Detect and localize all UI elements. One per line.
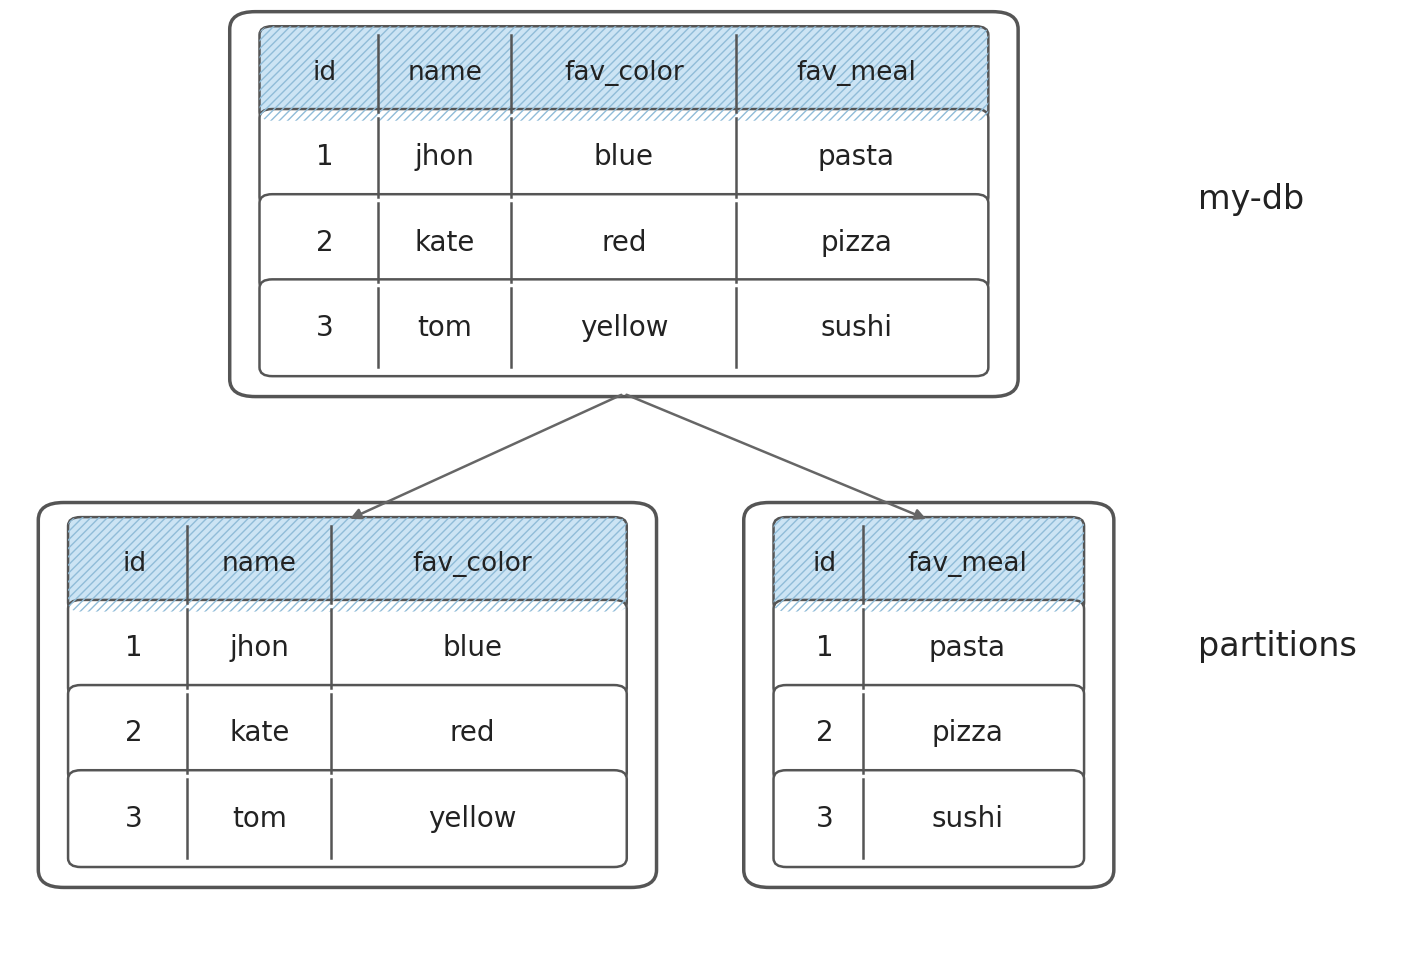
FancyBboxPatch shape [259,26,988,121]
FancyBboxPatch shape [38,503,657,887]
Text: 1: 1 [316,144,333,171]
Text: pizza: pizza [932,719,1003,747]
Text: name: name [223,551,296,577]
FancyBboxPatch shape [774,685,1083,781]
FancyBboxPatch shape [259,279,988,376]
FancyBboxPatch shape [68,517,627,611]
Text: kate: kate [230,719,289,747]
Text: id: id [313,60,337,87]
FancyBboxPatch shape [774,517,1083,611]
Text: pizza: pizza [820,228,892,257]
Text: sushi: sushi [820,314,892,342]
Text: partitions: partitions [1198,630,1357,663]
Text: name: name [407,60,482,87]
Text: fav_color: fav_color [564,60,683,87]
Text: id: id [813,551,837,577]
FancyBboxPatch shape [259,109,988,206]
Text: pasta: pasta [818,144,895,171]
Text: blue: blue [594,144,654,171]
FancyBboxPatch shape [68,685,627,781]
FancyBboxPatch shape [774,600,1083,697]
Text: kate: kate [414,228,475,257]
Text: jhon: jhon [414,144,475,171]
Text: jhon: jhon [230,635,289,662]
Text: 2: 2 [125,719,143,747]
Text: blue: blue [442,635,503,662]
FancyBboxPatch shape [259,194,988,291]
Text: yellow: yellow [580,314,668,342]
Text: my-db: my-db [1198,183,1305,216]
Text: red: red [601,228,647,257]
Text: red: red [450,719,495,747]
Text: 2: 2 [815,719,834,747]
Text: 3: 3 [815,805,834,833]
FancyBboxPatch shape [774,770,1083,867]
Text: id: id [122,551,146,577]
FancyBboxPatch shape [230,12,1018,397]
Text: pasta: pasta [929,635,1005,662]
Text: fav_color: fav_color [413,551,533,577]
Text: 2: 2 [316,228,333,257]
Text: sushi: sushi [932,805,1004,833]
Text: 1: 1 [815,635,834,662]
FancyBboxPatch shape [68,600,627,697]
Text: fav_meal: fav_meal [795,60,916,87]
FancyBboxPatch shape [743,503,1115,887]
Text: 3: 3 [125,805,143,833]
Text: 1: 1 [125,635,143,662]
Text: yellow: yellow [428,805,518,833]
Text: tom: tom [417,314,472,342]
Text: tom: tom [233,805,286,833]
Text: 3: 3 [316,314,333,342]
Text: fav_meal: fav_meal [908,551,1027,577]
FancyBboxPatch shape [68,770,627,867]
